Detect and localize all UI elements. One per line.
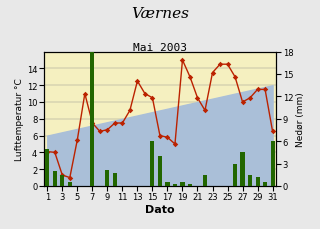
Bar xyxy=(255,177,260,186)
X-axis label: Dato: Dato xyxy=(145,204,175,214)
Bar xyxy=(241,153,244,186)
Bar xyxy=(188,185,192,186)
Bar xyxy=(173,184,177,186)
Title: Mai 2003: Mai 2003 xyxy=(133,42,187,52)
Bar xyxy=(45,149,49,186)
Y-axis label: Lufttemperatur °C: Lufttemperatur °C xyxy=(15,78,24,161)
Bar xyxy=(270,142,275,186)
Bar xyxy=(105,170,109,186)
Bar xyxy=(150,142,155,186)
Bar xyxy=(203,175,207,186)
Bar xyxy=(90,52,94,186)
Bar xyxy=(68,183,72,186)
Bar xyxy=(60,175,64,186)
Bar xyxy=(113,173,117,186)
Text: Værnes: Værnes xyxy=(131,7,189,21)
Bar xyxy=(180,183,185,186)
Bar xyxy=(165,183,170,186)
Y-axis label: Nedør (mm): Nedør (mm) xyxy=(296,92,305,147)
Bar xyxy=(158,156,162,186)
Bar xyxy=(248,175,252,186)
Bar xyxy=(233,164,237,186)
Bar xyxy=(263,183,267,186)
Bar xyxy=(53,171,57,186)
